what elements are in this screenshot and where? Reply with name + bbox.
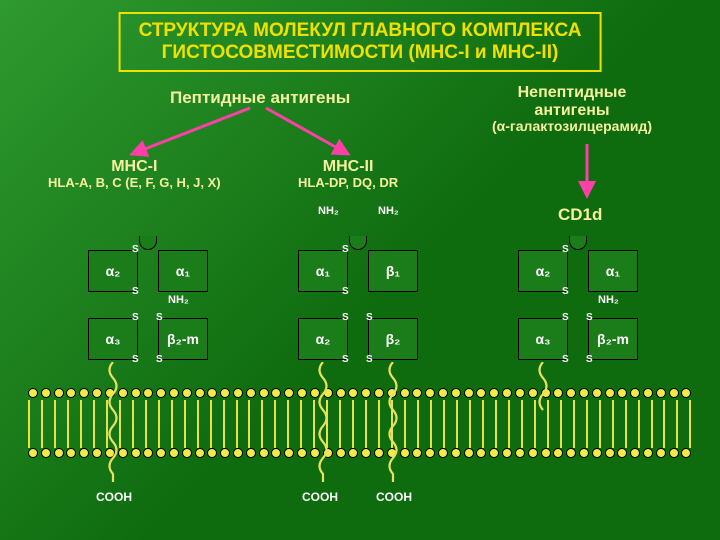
s-2c: S: [342, 312, 349, 323]
mhc1-a2: α₂: [88, 250, 138, 292]
title-line2: ГИСТОСОВМЕСТИМОСТИ (MHC-I и MHC-II): [139, 42, 582, 64]
tm-helix-2b: [386, 362, 400, 482]
cd1d-label: CD1d: [558, 205, 602, 225]
cooh-1: COOH: [96, 490, 132, 504]
s-3f: S: [586, 354, 593, 365]
s-2a: S: [342, 244, 349, 255]
s-2f: S: [366, 354, 373, 365]
s-3d: S: [562, 354, 569, 365]
mhc1-a3: α₃: [88, 318, 138, 360]
mhc2-a2: α₂: [298, 318, 348, 360]
cd1d-b2m: β₂-m: [588, 318, 638, 360]
cooh-2a: COOH: [302, 490, 338, 504]
s-3c: S: [562, 312, 569, 323]
mhc1-b2m: β₂-m: [158, 318, 208, 360]
tm-helix-2a: [316, 362, 330, 482]
s-1c: S: [132, 312, 139, 323]
cd1d-a3: α₃: [518, 318, 568, 360]
title-line1: СТРУКТУРА МОЛЕКУЛ ГЛАВНОГО КОМПЛЕКСА: [139, 20, 582, 42]
nh2-mhc2-left: NH₂: [318, 205, 339, 217]
cd1d-a1: α₁: [588, 250, 638, 292]
arrow-peptide-to-mhc2: [258, 104, 378, 164]
arrow-peptide-to-mhc1: [120, 104, 260, 164]
s-2b: S: [342, 286, 349, 297]
s-2d: S: [342, 354, 349, 365]
header-nonpeptide: Непептидные антигены (α-галактозилцерами…: [492, 84, 652, 135]
nh2-cd1d: NH₂: [598, 294, 619, 306]
s-1d: S: [132, 354, 139, 365]
mhc2-b1: β₁: [368, 250, 418, 292]
s-3b: S: [562, 286, 569, 297]
mhc2-b2: β₂: [368, 318, 418, 360]
s-1f: S: [156, 354, 163, 365]
title-box: СТРУКТУРА МОЛЕКУЛ ГЛАВНОГО КОМПЛЕКСА ГИС…: [119, 12, 602, 72]
tm-helix-3: [536, 362, 550, 412]
s-1b: S: [132, 286, 139, 297]
mhc1-a1: α₁: [158, 250, 208, 292]
tm-helix-1: [106, 362, 120, 482]
mhc2-a1: α₁: [298, 250, 348, 292]
s-1e: S: [156, 312, 163, 323]
s-3e: S: [586, 312, 593, 323]
s-2e: S: [366, 312, 373, 323]
s-1a: S: [132, 244, 139, 255]
nh2-mhc2-right: NH₂: [378, 205, 399, 217]
cd1d-a2: α₂: [518, 250, 568, 292]
s-3a: S: [562, 244, 569, 255]
cooh-2b: COOH: [376, 490, 412, 504]
nh2-mhc1: NH₂: [168, 294, 189, 306]
arrow-nonpeptide-to-cd1d: [572, 140, 602, 204]
